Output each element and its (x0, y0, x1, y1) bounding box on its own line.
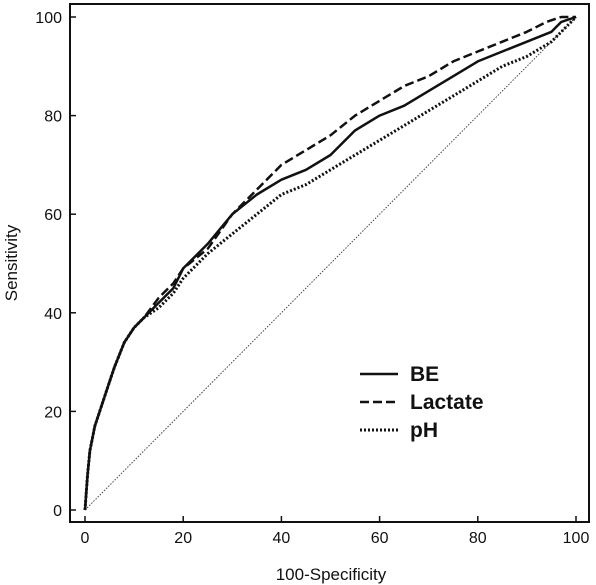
x-tick-label: 40 (273, 530, 291, 547)
plot-frame (69, 3, 590, 523)
axes: 0 20 40 60 80 100 0 20 40 60 80 100 (35, 3, 590, 547)
y-tick-label: 0 (53, 503, 62, 520)
y-tick-label: 20 (44, 404, 62, 421)
reference-diagonal-line (84, 16, 577, 511)
series-line-ph (83, 15, 578, 511)
y-tick-label: 100 (35, 10, 62, 27)
x-tick-label: 80 (469, 530, 487, 547)
legend-label-be: BE (410, 363, 439, 386)
x-tick-label: 20 (174, 530, 192, 547)
plot-area (83, 15, 578, 511)
x-tick-label: 60 (371, 530, 389, 547)
series-line-lactate (83, 15, 576, 511)
y-tick-label: 60 (44, 207, 62, 224)
y-tick-label: 40 (44, 306, 62, 323)
x-tick-label: 100 (563, 530, 590, 547)
x-tick-label: 0 (81, 530, 90, 547)
legend-label-ph: pH (410, 419, 438, 442)
x-axis-title: 100-Specificity (276, 565, 387, 584)
legend: BE Lactate pH (360, 363, 484, 442)
y-tick-label: 80 (44, 109, 62, 126)
legend-label-lactate: Lactate (410, 391, 484, 414)
y-axis-title: Sensitivity (2, 224, 21, 301)
